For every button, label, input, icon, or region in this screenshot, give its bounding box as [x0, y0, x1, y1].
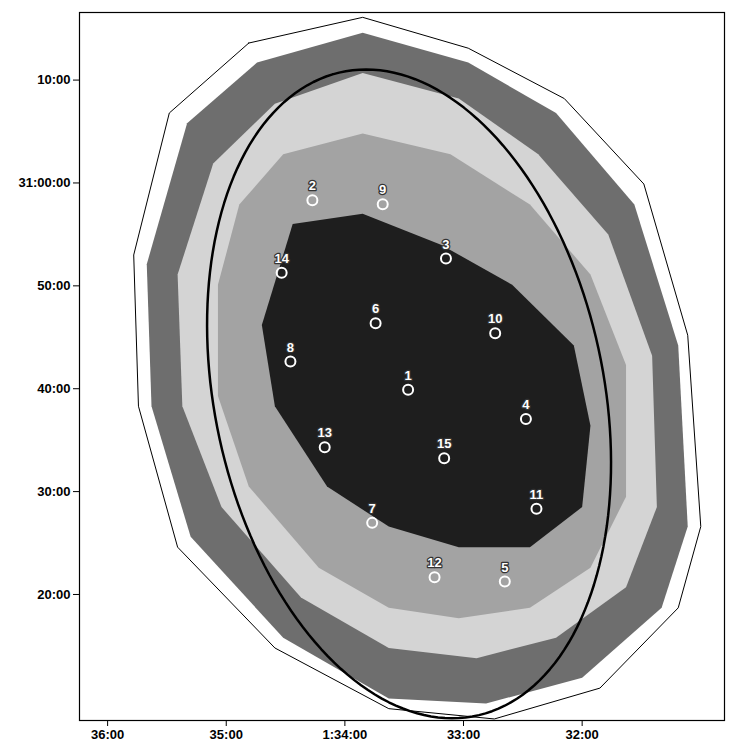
svg-text:50:00: 50:00 [37, 278, 70, 293]
svg-text:1: 1 [404, 368, 411, 383]
svg-text:12: 12 [427, 555, 441, 570]
svg-text:14: 14 [274, 251, 289, 266]
svg-text:6: 6 [372, 301, 379, 316]
svg-text:20:00: 20:00 [37, 587, 70, 602]
svg-text:4: 4 [522, 397, 530, 412]
svg-text:36:00: 36:00 [91, 727, 124, 742]
svg-text:5: 5 [501, 560, 508, 575]
svg-text:13: 13 [317, 425, 331, 440]
svg-text:11: 11 [530, 487, 544, 502]
svg-text:10: 10 [488, 311, 502, 326]
svg-text:30:00: 30:00 [37, 484, 70, 499]
svg-text:40:00: 40:00 [37, 381, 70, 396]
svg-text:7: 7 [369, 501, 376, 516]
svg-text:32:00: 32:00 [566, 727, 599, 742]
svg-text:9: 9 [379, 182, 386, 197]
svg-text:31:00:00: 31:00:00 [18, 175, 70, 190]
svg-text:3: 3 [442, 237, 449, 252]
svg-text:10:00: 10:00 [37, 72, 70, 87]
svg-text:2: 2 [309, 178, 316, 193]
svg-text:1:34:00: 1:34:00 [322, 727, 367, 742]
svg-text:33:00: 33:00 [447, 727, 480, 742]
svg-text:35:00: 35:00 [210, 727, 243, 742]
svg-text:8: 8 [287, 340, 294, 355]
svg-text:15: 15 [437, 436, 451, 451]
